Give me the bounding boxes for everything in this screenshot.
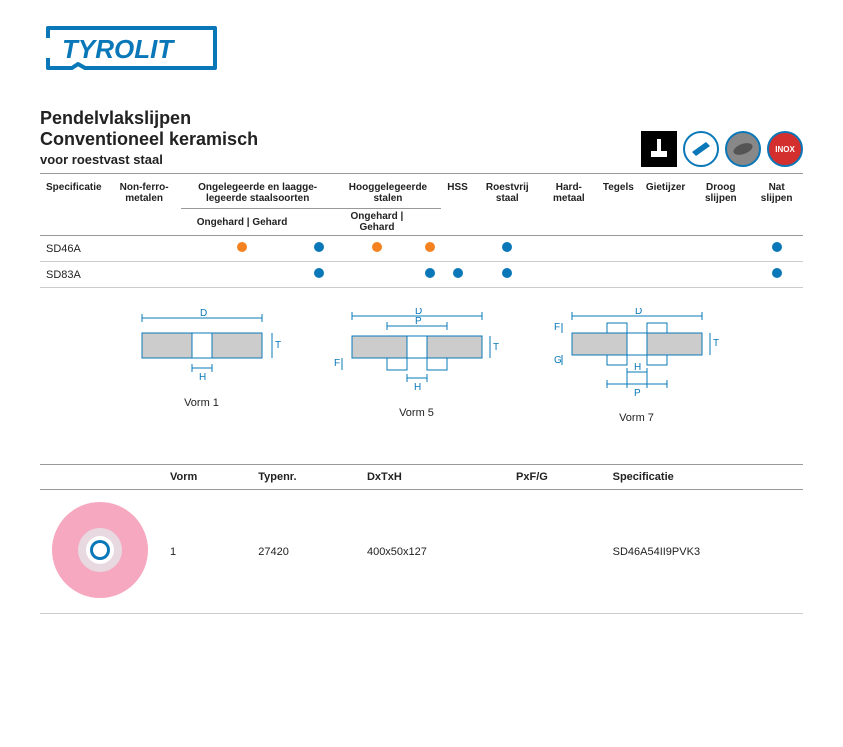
inox-icon: INOX: [767, 131, 803, 167]
th-droog: Droog slijpen: [691, 178, 750, 236]
product-table: Vorm Typenr. DxTxH PxF/G Specificatie: [40, 464, 803, 614]
dot-cell: [441, 262, 474, 288]
form-diagrams: D T H Vorm 1 D P T: [40, 308, 803, 424]
th-nat: Nat slijpen: [750, 178, 803, 236]
sub-ongehard-1: Ongehard | Gehard: [181, 209, 304, 236]
diagram-5-label: Vorm 5: [332, 407, 502, 419]
svg-text:G: G: [554, 355, 562, 366]
badge-row: INOX: [641, 131, 803, 167]
dot-cell: [335, 262, 420, 288]
blue-dot-icon: [314, 268, 324, 278]
orange-dot-icon: [237, 242, 247, 252]
dot-cell: [541, 236, 597, 262]
svg-text:D: D: [200, 308, 207, 319]
svg-text:D: D: [635, 308, 642, 317]
th-spec: Specificatie: [40, 178, 108, 236]
svg-text:P: P: [415, 316, 422, 327]
blue-dot-icon: [772, 268, 782, 278]
dot-cell: [108, 262, 181, 288]
svg-text:H: H: [634, 362, 641, 373]
orange-dot-icon: [372, 242, 382, 252]
dot-cell: [474, 236, 541, 262]
dot-cell: [303, 236, 334, 262]
dot-cell: [335, 236, 420, 262]
machine-icon: [641, 131, 677, 167]
blue-dot-icon: [453, 268, 463, 278]
brand-logo: TYROLIT: [40, 20, 803, 78]
spec-row: SD83A: [40, 262, 803, 288]
blue-dot-icon: [314, 242, 324, 252]
dot-cell: [419, 262, 441, 288]
title-line-1: Pendelvlakslijpen: [40, 108, 258, 129]
svg-text:TYROLIT: TYROLIT: [62, 34, 175, 64]
th-image: [40, 465, 160, 490]
svg-text:P: P: [634, 388, 641, 399]
blue-dot-icon: [502, 242, 512, 252]
th-hss: HSS: [441, 178, 474, 236]
svg-text:H: H: [414, 382, 421, 393]
dot-cell: [691, 236, 750, 262]
th-hooggelegeerde: Hooggelegeerde stalen: [335, 178, 442, 209]
dot-cell: [640, 236, 691, 262]
svg-text:T: T: [275, 340, 281, 351]
dot-cell: [441, 236, 474, 262]
cell-pxfg: [506, 490, 603, 614]
dot-cell: [541, 262, 597, 288]
th-ongelegeerde: Ongelegeerde en laagge-legeerde staalsoo…: [181, 178, 335, 209]
dot-cell: [750, 262, 803, 288]
svg-text:T: T: [713, 338, 719, 349]
cell-dxtxh: 400x50x127: [357, 490, 506, 614]
th-nonferro: Non-ferro-metalen: [108, 178, 181, 236]
sub-ongehard-2: Ongehard | Gehard: [335, 209, 420, 236]
spec-row: SD46A: [40, 236, 803, 262]
svg-text:T: T: [493, 342, 499, 353]
svg-text:H: H: [199, 372, 206, 383]
cell-spec: SD46A54II9PVK3: [603, 490, 803, 614]
dot-cell: [303, 262, 334, 288]
blue-dot-icon: [502, 268, 512, 278]
dot-cell: [474, 262, 541, 288]
dot-cell: [419, 236, 441, 262]
product-row: 1 27420 400x50x127 SD46A54II9PVK3: [40, 490, 803, 614]
dot-cell: [750, 236, 803, 262]
dot-cell: [181, 236, 304, 262]
title-line-2: Conventioneel keramisch: [40, 129, 258, 150]
diagram-vorm-5: D P T F H Vorm 5: [332, 308, 502, 424]
th-dxtxh: DxTxH: [357, 465, 506, 490]
th-hardmetaal: Hard-metaal: [541, 178, 597, 236]
blue-dot-icon: [772, 242, 782, 252]
diagram-vorm-1: D T H Vorm 1: [122, 308, 282, 424]
product-image: [40, 490, 160, 614]
blue-dot-icon: [425, 268, 435, 278]
th-pxfg: PxF/G: [506, 465, 603, 490]
disc-icon: [725, 131, 761, 167]
spec-cell: SD46A: [40, 236, 108, 262]
th-vorm: Vorm: [160, 465, 248, 490]
cell-vorm: 1: [160, 490, 248, 614]
diagram-7-label: Vorm 7: [552, 412, 722, 424]
spec-cell: SD83A: [40, 262, 108, 288]
bar-icon: [683, 131, 719, 167]
dot-cell: [597, 262, 640, 288]
dot-cell: [181, 262, 304, 288]
orange-dot-icon: [425, 242, 435, 252]
svg-text:F: F: [554, 322, 560, 333]
th-typenr: Typenr.: [248, 465, 357, 490]
dot-cell: [691, 262, 750, 288]
dot-cell: [640, 262, 691, 288]
dot-cell: [597, 236, 640, 262]
dot-cell: [108, 236, 181, 262]
th-tegels: Tegels: [597, 178, 640, 236]
diagram-vorm-7: D T F G H P Vorm 7: [552, 308, 722, 424]
cell-typenr: 27420: [248, 490, 357, 614]
th-spec: Specificatie: [603, 465, 803, 490]
th-gietijzer: Gietijzer: [640, 178, 691, 236]
diagram-1-label: Vorm 1: [122, 397, 282, 409]
th-roestvrij: Roestvrij staal: [474, 178, 541, 236]
svg-text:F: F: [334, 358, 340, 369]
subtitle: voor roestvast staal: [40, 152, 258, 167]
specification-table: Specificatie Non-ferro-metalen Ongelegee…: [40, 178, 803, 288]
